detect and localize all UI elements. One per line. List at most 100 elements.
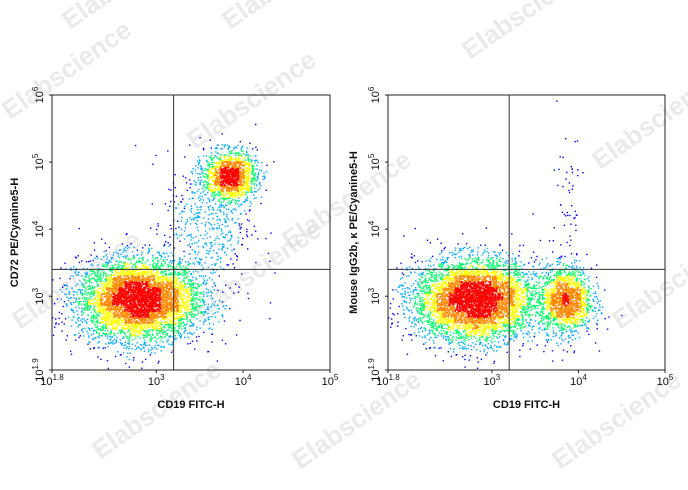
event-dot xyxy=(182,305,184,308)
event-dot xyxy=(174,174,176,176)
event-dot xyxy=(213,282,216,284)
event-dot xyxy=(97,322,99,324)
event-dot xyxy=(213,239,216,242)
event-dot xyxy=(96,317,98,319)
event-dot xyxy=(194,287,197,290)
event-dot xyxy=(203,243,206,245)
event-dot xyxy=(63,301,66,303)
event-dot xyxy=(209,327,211,329)
event-dot xyxy=(97,336,99,338)
event-dot xyxy=(144,325,146,327)
event-dot xyxy=(193,294,195,296)
event-dot xyxy=(142,247,144,249)
event-dot xyxy=(196,318,198,320)
event-dot xyxy=(198,159,201,161)
event-dot xyxy=(249,205,251,207)
event-dot xyxy=(149,318,151,320)
event-dot xyxy=(134,335,136,337)
event-dot xyxy=(116,306,118,308)
event-dot xyxy=(97,292,99,294)
event-dot xyxy=(245,163,248,166)
event-dot xyxy=(214,271,216,273)
event-dot xyxy=(183,265,185,268)
event-dot xyxy=(247,159,249,161)
event-dot xyxy=(132,326,135,329)
event-dot xyxy=(206,183,208,186)
event-dot xyxy=(181,210,184,212)
event-dot xyxy=(105,298,108,300)
event-dot xyxy=(53,302,56,305)
event-dot xyxy=(142,337,145,339)
event-dot xyxy=(140,319,143,321)
event-dot xyxy=(218,188,221,190)
event-dot xyxy=(139,273,142,276)
event-dot xyxy=(101,304,103,306)
event-dot xyxy=(146,319,148,321)
event-dot xyxy=(173,308,175,310)
event-dot xyxy=(79,300,82,303)
event-dot xyxy=(108,316,110,318)
event-dot xyxy=(212,157,214,159)
event-dot xyxy=(121,329,123,332)
event-dot xyxy=(88,299,90,301)
event-dot xyxy=(196,242,198,244)
event-dot xyxy=(167,311,169,313)
event-dot xyxy=(95,321,97,323)
event-dot xyxy=(247,179,250,181)
event-dot xyxy=(234,253,236,255)
event-dot xyxy=(120,342,122,344)
event-dot xyxy=(188,179,191,181)
event-dot xyxy=(222,160,224,162)
event-dot xyxy=(231,236,233,238)
event-dot xyxy=(83,286,86,288)
event-dot xyxy=(101,335,103,337)
event-dot xyxy=(121,330,123,333)
event-dot xyxy=(116,267,118,269)
event-dot xyxy=(117,284,120,287)
event-dot xyxy=(166,286,169,288)
event-dot xyxy=(144,264,146,267)
event-dot xyxy=(55,322,57,324)
event-dot xyxy=(169,307,171,310)
event-dot xyxy=(207,318,210,321)
event-dot xyxy=(111,336,114,338)
event-dot xyxy=(167,283,169,285)
event-dot xyxy=(87,314,89,316)
event-dot xyxy=(222,191,225,193)
event-dot xyxy=(96,321,98,323)
event-dot xyxy=(168,290,171,292)
event-dot xyxy=(176,294,178,297)
event-dot xyxy=(136,249,139,251)
event-dot xyxy=(220,211,222,213)
event-dot xyxy=(99,312,101,314)
event-dot xyxy=(128,278,130,280)
event-dot xyxy=(160,350,162,352)
event-dot xyxy=(184,286,186,288)
event-dot xyxy=(181,282,184,284)
event-dot xyxy=(148,312,150,314)
event-dot xyxy=(212,175,214,177)
event-dot xyxy=(98,346,100,349)
event-dot xyxy=(239,155,242,157)
event-dot xyxy=(104,292,106,294)
event-dot xyxy=(203,295,205,297)
event-dot xyxy=(236,199,239,202)
event-dot xyxy=(142,257,144,259)
event-dot xyxy=(102,298,104,301)
event-dot xyxy=(217,189,220,191)
event-dot xyxy=(110,298,112,301)
event-dot xyxy=(120,344,123,346)
event-dot xyxy=(184,269,187,272)
event-dot xyxy=(182,289,185,291)
event-dot xyxy=(125,362,127,365)
event-dot xyxy=(132,280,134,283)
event-dot xyxy=(85,298,87,301)
event-dot xyxy=(246,180,249,182)
event-dot xyxy=(102,322,104,324)
event-dot xyxy=(124,333,126,335)
event-dot xyxy=(108,300,111,302)
event-dot xyxy=(223,246,225,248)
event-dot xyxy=(121,243,124,245)
event-dot xyxy=(106,283,108,285)
event-dot xyxy=(205,168,208,170)
